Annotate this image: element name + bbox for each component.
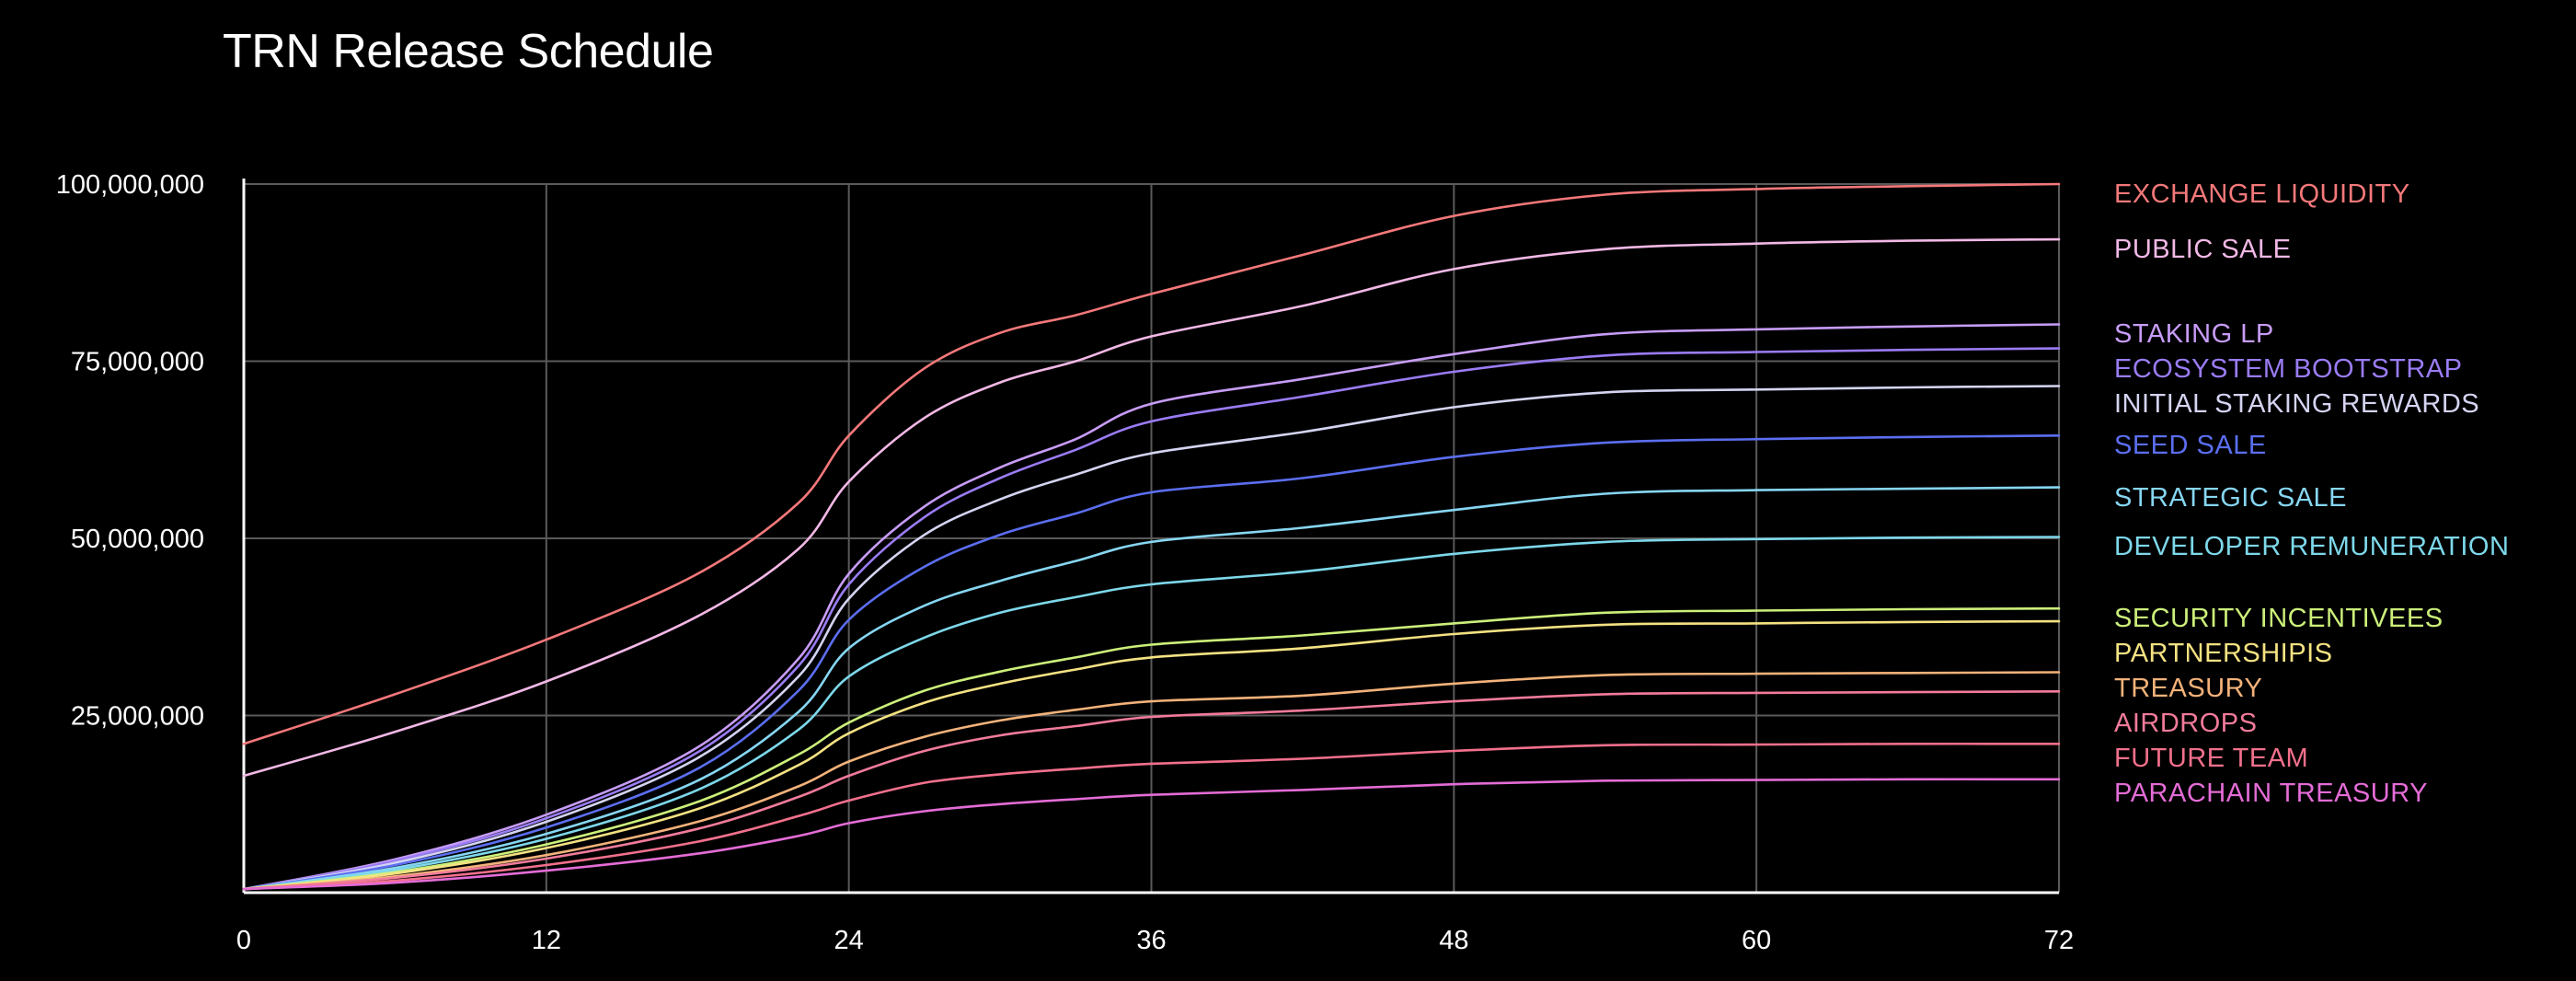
y-tick-label: 75,000,000 <box>71 348 204 377</box>
release-schedule-chart: 0 12 24 36 48 60 72 25,000,000 50,000,000 75,000… <box>56 170 2074 955</box>
grid-lines <box>244 183 2060 893</box>
x-tick-label: 36 <box>1136 926 1166 955</box>
legend-item-parachain-treasury: PARACHAIN TREASURY <box>2114 779 2428 809</box>
x-tick-label: 24 <box>834 926 864 955</box>
x-tick-label: 48 <box>1439 926 1468 955</box>
series-line-ecosystem-bootstrap <box>242 347 2061 891</box>
axes <box>242 179 2059 894</box>
series-line-partnershipis <box>242 619 2061 891</box>
legend-item-partnershipis: PARTNERSHIPIS <box>2114 639 2333 669</box>
y-tick-label: 100,000,000 <box>56 170 204 200</box>
series-line-strategic-sale <box>242 486 2061 891</box>
legend-item-developer-remuneration: DEVELOPER REMUNERATION <box>2114 532 2510 562</box>
x-tick-labels: 0 12 24 36 48 60 72 <box>236 926 2074 955</box>
series-line-developer-remuneration <box>242 536 2061 891</box>
x-tick-label: 60 <box>1742 926 1771 955</box>
legend-item-public-sale: PUBLIC SALE <box>2114 235 2292 265</box>
x-tick-label: 12 <box>532 926 561 955</box>
series-line-seed-sale <box>242 434 2061 891</box>
legend-item-exchange-liquidity: EXCHANGE LIQUIDITY <box>2114 179 2410 209</box>
legend-item-security-incentivees: SECURITY INCENTIVEES <box>2114 604 2444 634</box>
legend-item-future-team: FUTURE TEAM <box>2114 744 2309 774</box>
x-tick-label: 72 <box>2044 926 2074 955</box>
series-line-security-incentivees <box>242 606 2061 891</box>
series-line-initial-staking-rewards <box>242 385 2061 891</box>
series-line-staking-lp <box>242 323 2061 891</box>
x-tick-label: 0 <box>236 926 251 955</box>
y-tick-labels: 25,000,000 50,000,000 75,000,000 100,000,00… <box>56 170 204 732</box>
legend-item-initial-staking-rewards: INITIAL STAKING REWARDS <box>2114 389 2480 420</box>
y-tick-label: 50,000,000 <box>71 525 204 554</box>
chart-title: TRN Release Schedule <box>223 25 714 78</box>
legend-item-treasury: TREASURY <box>2114 674 2263 704</box>
legend-item-seed-sale: SEED SALE <box>2114 431 2267 461</box>
series-line-exchange-liquidity <box>242 182 2061 745</box>
y-tick-label: 25,000,000 <box>71 702 204 732</box>
series-line-public-sale <box>242 237 2061 778</box>
legend-item-strategic-sale: STRATEGIC SALE <box>2114 482 2348 513</box>
series-line-future-team <box>242 742 2061 891</box>
series-line-airdrops <box>242 690 2061 891</box>
legend-item-airdrops: AIRDROPS <box>2114 709 2258 739</box>
legend-item-ecosystem-bootstrap: ECOSYSTEM BOOTSTRAP <box>2114 354 2463 385</box>
series-line-treasury <box>242 671 2061 891</box>
legend-item-staking-lp: STAKING LP <box>2114 319 2274 350</box>
series-line-parachain-treasury <box>242 778 2061 891</box>
series-lines <box>242 182 2061 891</box>
